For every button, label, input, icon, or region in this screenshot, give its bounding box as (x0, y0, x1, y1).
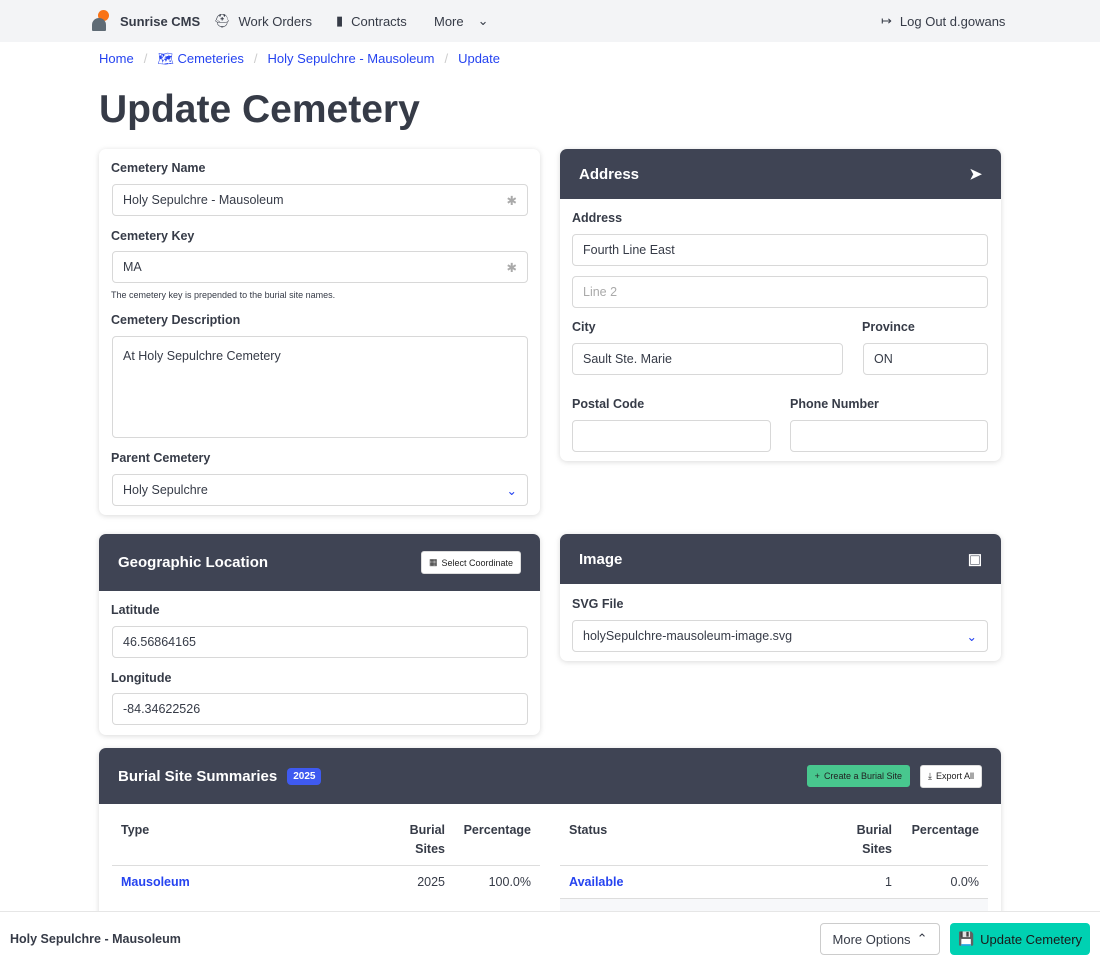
breadcrumb-current[interactable]: Update (458, 51, 500, 66)
cemetery-details-card: Cemetery Name Holy Sepulchre - Mausoleum… (99, 149, 540, 515)
latitude-input[interactable]: 46.56864165 (112, 626, 528, 658)
image-icon: ▣ (967, 551, 982, 568)
postal-code-input[interactable] (572, 420, 771, 452)
update-cemetery-button[interactable]: 💾 Update Cemetery (950, 923, 1090, 955)
select-coordinate-button[interactable]: ▦ Select Coordinate (420, 551, 521, 574)
footer-bar: Holy Sepulchre - Mausoleum More Options ⌃… (0, 911, 1100, 964)
address-card: Address ➤ Address Fourth Line East Line 2… (560, 149, 1001, 461)
file-contract-icon: ▮ (336, 13, 344, 28)
longitude-input[interactable]: -84.34622526 (112, 693, 528, 725)
address-line2-input[interactable]: Line 2 (572, 276, 988, 308)
sunrise-logo-icon (90, 10, 112, 32)
count-badge: 2025 (287, 767, 322, 785)
chevron-down-icon: ⌄ (966, 629, 977, 644)
sign-out-icon: ↦ (881, 13, 892, 28)
breadcrumb: Home / 🗺 Cemeteries / Holy Sepulchre - Mau… (99, 51, 500, 66)
export-all-button[interactable]: ⤓ Export All (919, 764, 982, 788)
plus-icon: + (814, 771, 820, 781)
save-icon: 💾 (957, 931, 975, 946)
chevron-down-icon: ⌄ (506, 483, 517, 498)
breadcrumb-home[interactable]: Home (99, 51, 134, 66)
required-asterisk-icon: ✱ (506, 193, 517, 208)
location-arrow-icon: ➤ (969, 166, 982, 183)
parent-cemetery-select[interactable]: Holy Sepulchre ⌄ (112, 474, 528, 506)
map-marked-icon: ▦ (428, 557, 438, 567)
more-options-button[interactable]: More Options ⌃ (820, 923, 940, 955)
address-line1-input[interactable]: Fourth Line East (572, 234, 988, 266)
page-title: Update Cemetery (99, 88, 420, 131)
city-input[interactable]: Sault Ste. Marie (572, 343, 843, 375)
logout-link[interactable]: ↦ Log Out d.gowans (881, 13, 1006, 29)
top-navbar: Sunrise CMS ⛑ Work Orders ▮ Contracts More… (0, 0, 1100, 42)
phone-number-input[interactable] (790, 420, 988, 452)
map-icon: 🗺 (157, 51, 174, 66)
required-asterisk-icon: ✱ (506, 260, 517, 275)
hard-hat-icon: ⛑ (214, 13, 231, 28)
nav-contracts[interactable]: ▮ Contracts (336, 13, 407, 29)
chevron-up-icon: ⌃ (916, 931, 928, 946)
create-burial-site-button[interactable]: + Create a Burial Site (806, 765, 910, 787)
breadcrumb-cemetery[interactable]: Holy Sepulchre - Mausoleum (267, 51, 435, 66)
province-input[interactable]: ON (863, 343, 988, 375)
geographic-location-card: Geographic Location ▦ Select Coordinate L… (99, 534, 540, 735)
nav-work-orders[interactable]: ⛑ Work Orders (214, 13, 312, 29)
footer-title: Holy Sepulchre - Mausoleum (10, 932, 181, 946)
chevron-down-icon: ⌄ (477, 13, 489, 28)
image-card: Image ▣ SVG File holySepulchre-mausoleum-… (560, 534, 1001, 661)
cemetery-key-input[interactable]: MA ✱ (112, 251, 528, 283)
nav-more[interactable]: More ⌄ (434, 13, 489, 29)
breadcrumb-cemeteries[interactable]: 🗺 Cemeteries (157, 51, 244, 66)
cemetery-name-input[interactable]: Holy Sepulchre - Mausoleum ✱ (112, 184, 528, 216)
download-icon: ⤓ (927, 770, 932, 781)
cemetery-description-textarea[interactable]: At Holy Sepulchre Cemetery (112, 336, 528, 438)
svg-file-select[interactable]: holySepulchre-mausoleum-image.svg ⌄ (572, 620, 988, 652)
brand-link[interactable]: Sunrise CMS (90, 10, 200, 32)
